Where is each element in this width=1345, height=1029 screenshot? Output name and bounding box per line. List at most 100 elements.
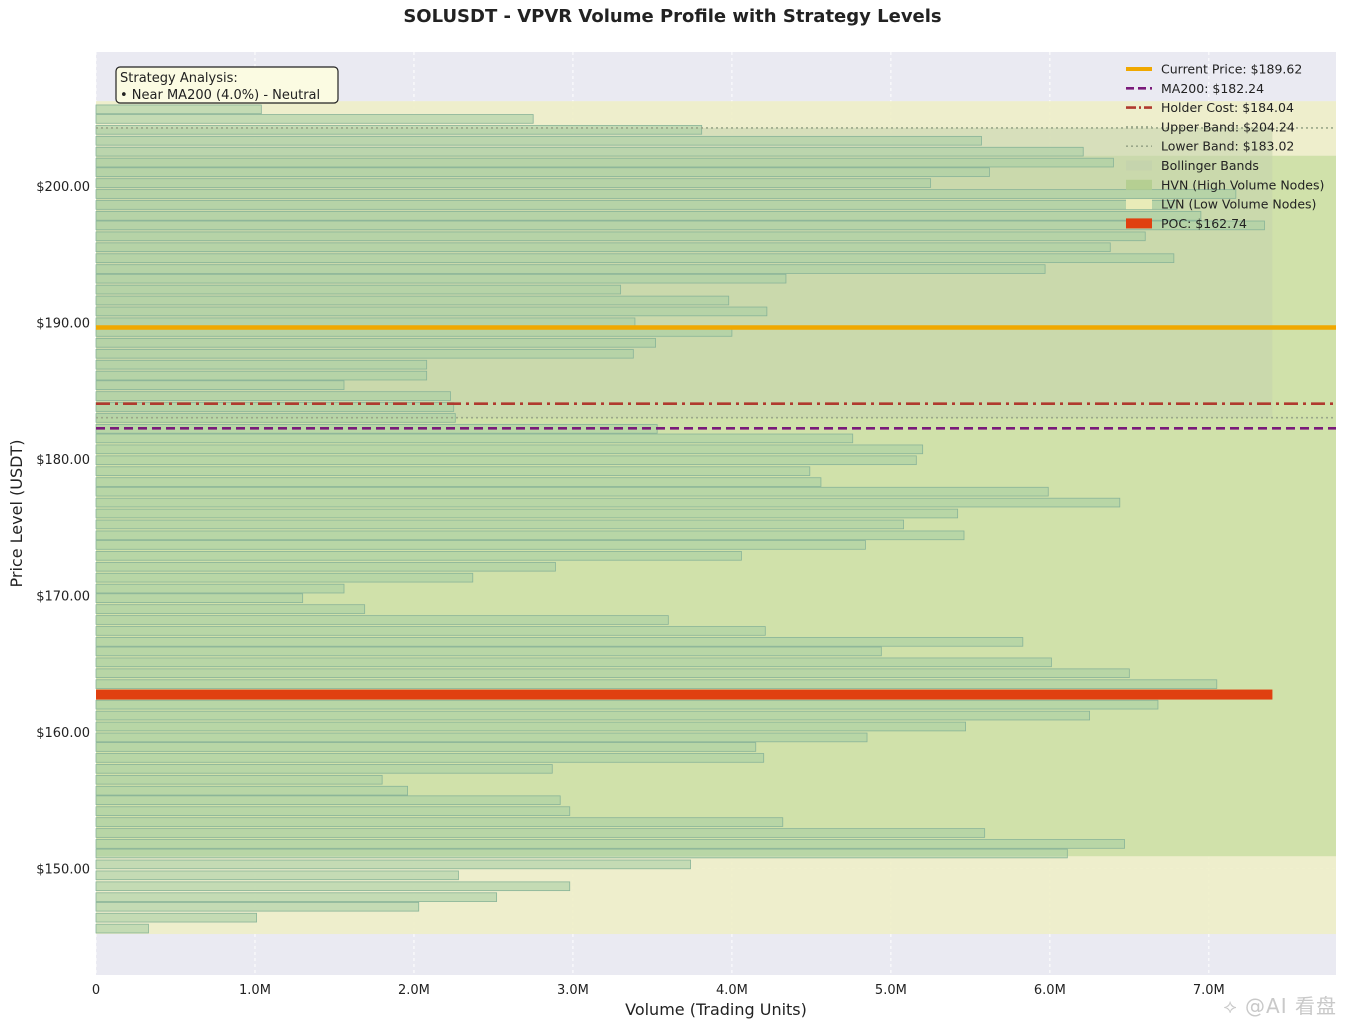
y-tick-label: $160.00 (36, 726, 90, 741)
volume-bar (95, 380, 345, 390)
level-lines (96, 127, 1336, 700)
volume-bar (95, 912, 257, 923)
x-tick-label: 1.0M (239, 983, 271, 998)
volume-bar (95, 626, 766, 636)
legend-label-current: Current Price: $189.62 (1161, 62, 1302, 77)
volume-bar (95, 146, 1084, 157)
x-tick-label: 3.0M (557, 983, 589, 998)
volume-bar (95, 220, 1265, 231)
legend-label-ma200: MA200: $182.24 (1161, 81, 1264, 96)
volume-bar (95, 306, 768, 317)
volume-bar (95, 795, 561, 806)
volume-bar (95, 519, 904, 530)
volume-bar (95, 178, 932, 188)
volume-bar (95, 273, 787, 284)
volume-bar (95, 817, 784, 827)
legend-swatch-poc (1126, 218, 1152, 229)
legend-label-lvn: LVN (Low Volume Nodes) (1161, 197, 1316, 212)
volume-bar (95, 764, 553, 774)
y-axis-label: Price Level (USDT) (7, 440, 26, 588)
volume-bar (95, 774, 383, 785)
volume-bar (95, 551, 742, 561)
volume-bar (95, 839, 1125, 849)
watermark: ⟡ @AI 看盘 (1223, 994, 1337, 1018)
volume-bar (95, 455, 917, 466)
legend-label-poc: POC: $162.74 (1161, 216, 1247, 231)
legend-label-boll: Bollinger Bands (1161, 158, 1259, 173)
legend-label-lower: Lower Band: $183.02 (1161, 139, 1294, 154)
volume-bar (95, 806, 571, 816)
volume-bar (95, 710, 1090, 721)
volume-bar (95, 391, 451, 401)
legend-label-hvn: HVN (High Volume Nodes) (1161, 177, 1324, 192)
volume-bar (95, 828, 986, 838)
volume-bar (95, 338, 656, 348)
strategy-annotation: Strategy Analysis: • Near MA200 (4.0%) - … (115, 66, 339, 104)
volume-bar (95, 359, 428, 370)
x-tick-label: 0 (92, 983, 100, 998)
volume-bar (95, 637, 1024, 647)
volume-bar (95, 295, 730, 306)
axes: 0 1.0M 2.0M 3.0M 4.0M 5.0M 6.0M 7.0M $150.00 $160… (7, 180, 1225, 1019)
legend[interactable]: Current Price: $189.62 MA200: $182.24 Hold… (1126, 62, 1324, 231)
y-tick-label: $200.00 (36, 180, 90, 195)
volume-bar (95, 753, 765, 763)
annotation-box (115, 66, 339, 104)
volume-bar (95, 348, 634, 359)
y-tick-label: $150.00 (36, 863, 90, 878)
x-tick-label: 4.0M (716, 983, 748, 998)
volume-bar (95, 615, 669, 625)
volume-bar (95, 785, 408, 796)
volume-bar (95, 114, 534, 124)
volume-bar (95, 125, 703, 135)
volume-bar (95, 477, 822, 487)
volume-bar (95, 561, 556, 572)
volume-bar (95, 679, 1218, 689)
volume-bar (95, 721, 966, 732)
volume-bar (95, 668, 1130, 679)
legend-swatch-bollinger (1126, 160, 1152, 171)
volume-bar (95, 901, 420, 912)
volume-bar (95, 211, 1202, 221)
volume-bar (95, 583, 345, 594)
x-tick-label: 7.0M (1193, 983, 1225, 998)
volume-bar (95, 135, 982, 146)
volume-bar (95, 732, 868, 743)
x-tick-label: 6.0M (1034, 983, 1066, 998)
legend-label-upper: Upper Band: $204.24 (1161, 119, 1295, 134)
volume-bar (95, 231, 1146, 242)
volume-bar (95, 881, 571, 892)
annotation-line: Strategy Analysis: (120, 71, 238, 86)
volume-bar (95, 264, 1046, 274)
y-tick-label: $180.00 (36, 453, 90, 468)
poc-bar (96, 689, 1273, 700)
volume-bar (95, 466, 811, 476)
volume-bar (95, 742, 757, 752)
x-tick-label: 5.0M (875, 983, 907, 998)
volume-bar (95, 433, 854, 444)
volume-bar (95, 157, 1114, 168)
chart-title: SOLUSDT - VPVR Volume Profile with Strat… (403, 6, 942, 27)
volume-bar (95, 486, 1049, 497)
volume-bar (95, 200, 1178, 210)
legend-label-holder: Holder Cost: $184.04 (1161, 100, 1294, 115)
volume-bar (95, 284, 622, 295)
volume-bar (95, 848, 1068, 859)
volume-bar (95, 189, 1237, 199)
volume-bar (95, 444, 924, 455)
annotation-line: • Near MA200 (4.0%) - Neutral (120, 88, 320, 103)
volume-bar (95, 508, 959, 519)
volume-bar (95, 104, 262, 115)
volume-bar (95, 646, 882, 657)
y-tick-label: $190.00 (36, 316, 90, 331)
volume-bar (95, 530, 965, 541)
legend-swatch-hvn (1126, 179, 1152, 190)
volume-bar (95, 923, 149, 934)
volume-bar (95, 402, 455, 412)
volume-bar (95, 870, 459, 881)
x-tick-label: 2.0M (398, 983, 430, 998)
volume-bar (95, 242, 1111, 253)
y-tick-label: $170.00 (36, 589, 90, 604)
x-axis-label: Volume (Trading Units) (625, 1000, 807, 1019)
